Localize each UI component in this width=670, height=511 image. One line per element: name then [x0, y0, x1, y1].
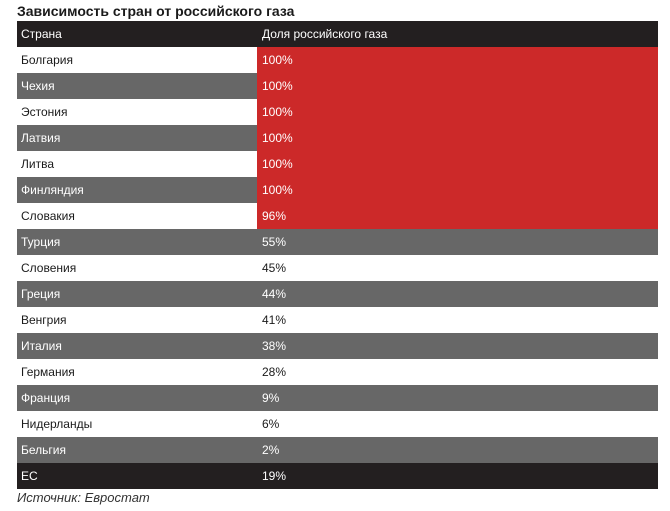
total-share-cell: 19% — [262, 469, 287, 483]
table-row: Турция 55% — [17, 229, 658, 255]
share-cell: 2% — [262, 443, 280, 457]
country-cell: Греция — [21, 287, 61, 301]
table-row: Италия 38% — [17, 333, 658, 359]
share-cell: 6% — [262, 417, 280, 431]
table-row: Венгрия 41% — [17, 307, 658, 333]
table-row: Эстония 100% — [17, 99, 658, 125]
share-cell: 45% — [262, 261, 287, 275]
table-row: Чехия 100% — [17, 73, 658, 99]
share-cell: 100% — [257, 125, 658, 151]
table-row: Литва 100% — [17, 151, 658, 177]
country-cell: Латвия — [21, 131, 61, 145]
share-cell: 55% — [262, 235, 287, 249]
share-cell: 96% — [257, 203, 658, 229]
header-country: Страна — [21, 27, 62, 41]
table-row: Словения 45% — [17, 255, 658, 281]
share-cell: 28% — [262, 365, 287, 379]
table-row: Бельгия 2% — [17, 437, 658, 463]
table-row: Нидерланды 6% — [17, 411, 658, 437]
table-header-row: Страна Доля российского газа — [17, 21, 658, 47]
country-cell: Франция — [21, 391, 71, 405]
share-cell: 44% — [262, 287, 287, 301]
share-cell: 100% — [257, 47, 658, 73]
table-row: Германия 28% — [17, 359, 658, 385]
country-cell: Словения — [21, 261, 77, 275]
table-row: Словакия 96% — [17, 203, 658, 229]
gas-dependency-table: Страна Доля российского газа Болгария 10… — [17, 21, 658, 489]
country-cell: Литва — [21, 157, 54, 171]
share-cell: 9% — [262, 391, 280, 405]
table-row: Латвия 100% — [17, 125, 658, 151]
country-cell: Чехия — [21, 79, 55, 93]
country-cell: Италия — [21, 339, 62, 353]
country-cell: Словакия — [21, 209, 75, 223]
header-share: Доля российского газа — [257, 21, 658, 47]
source-note: Источник: Евростат — [17, 490, 150, 505]
share-cell: 100% — [257, 99, 658, 125]
table-total-row: ЕС 19% — [17, 463, 658, 489]
table-row: Франция 9% — [17, 385, 658, 411]
share-cell: 100% — [257, 73, 658, 99]
share-cell: 41% — [262, 313, 287, 327]
country-cell: Эстония — [21, 105, 68, 119]
country-cell: Финляндия — [21, 183, 84, 197]
country-cell: Болгария — [21, 53, 73, 67]
share-cell: 100% — [257, 151, 658, 177]
country-cell: Бельгия — [21, 443, 66, 457]
country-cell: Турция — [21, 235, 61, 249]
total-country-cell: ЕС — [21, 469, 38, 483]
share-cell: 100% — [257, 177, 658, 203]
table-row: Финляндия 100% — [17, 177, 658, 203]
country-cell: Германия — [21, 365, 75, 379]
country-cell: Нидерланды — [21, 417, 93, 431]
country-cell: Венгрия — [21, 313, 67, 327]
table-title: Зависимость стран от российского газа — [17, 3, 295, 19]
share-cell: 38% — [262, 339, 287, 353]
table-row: Болгария 100% — [17, 47, 658, 73]
table-row: Греция 44% — [17, 281, 658, 307]
